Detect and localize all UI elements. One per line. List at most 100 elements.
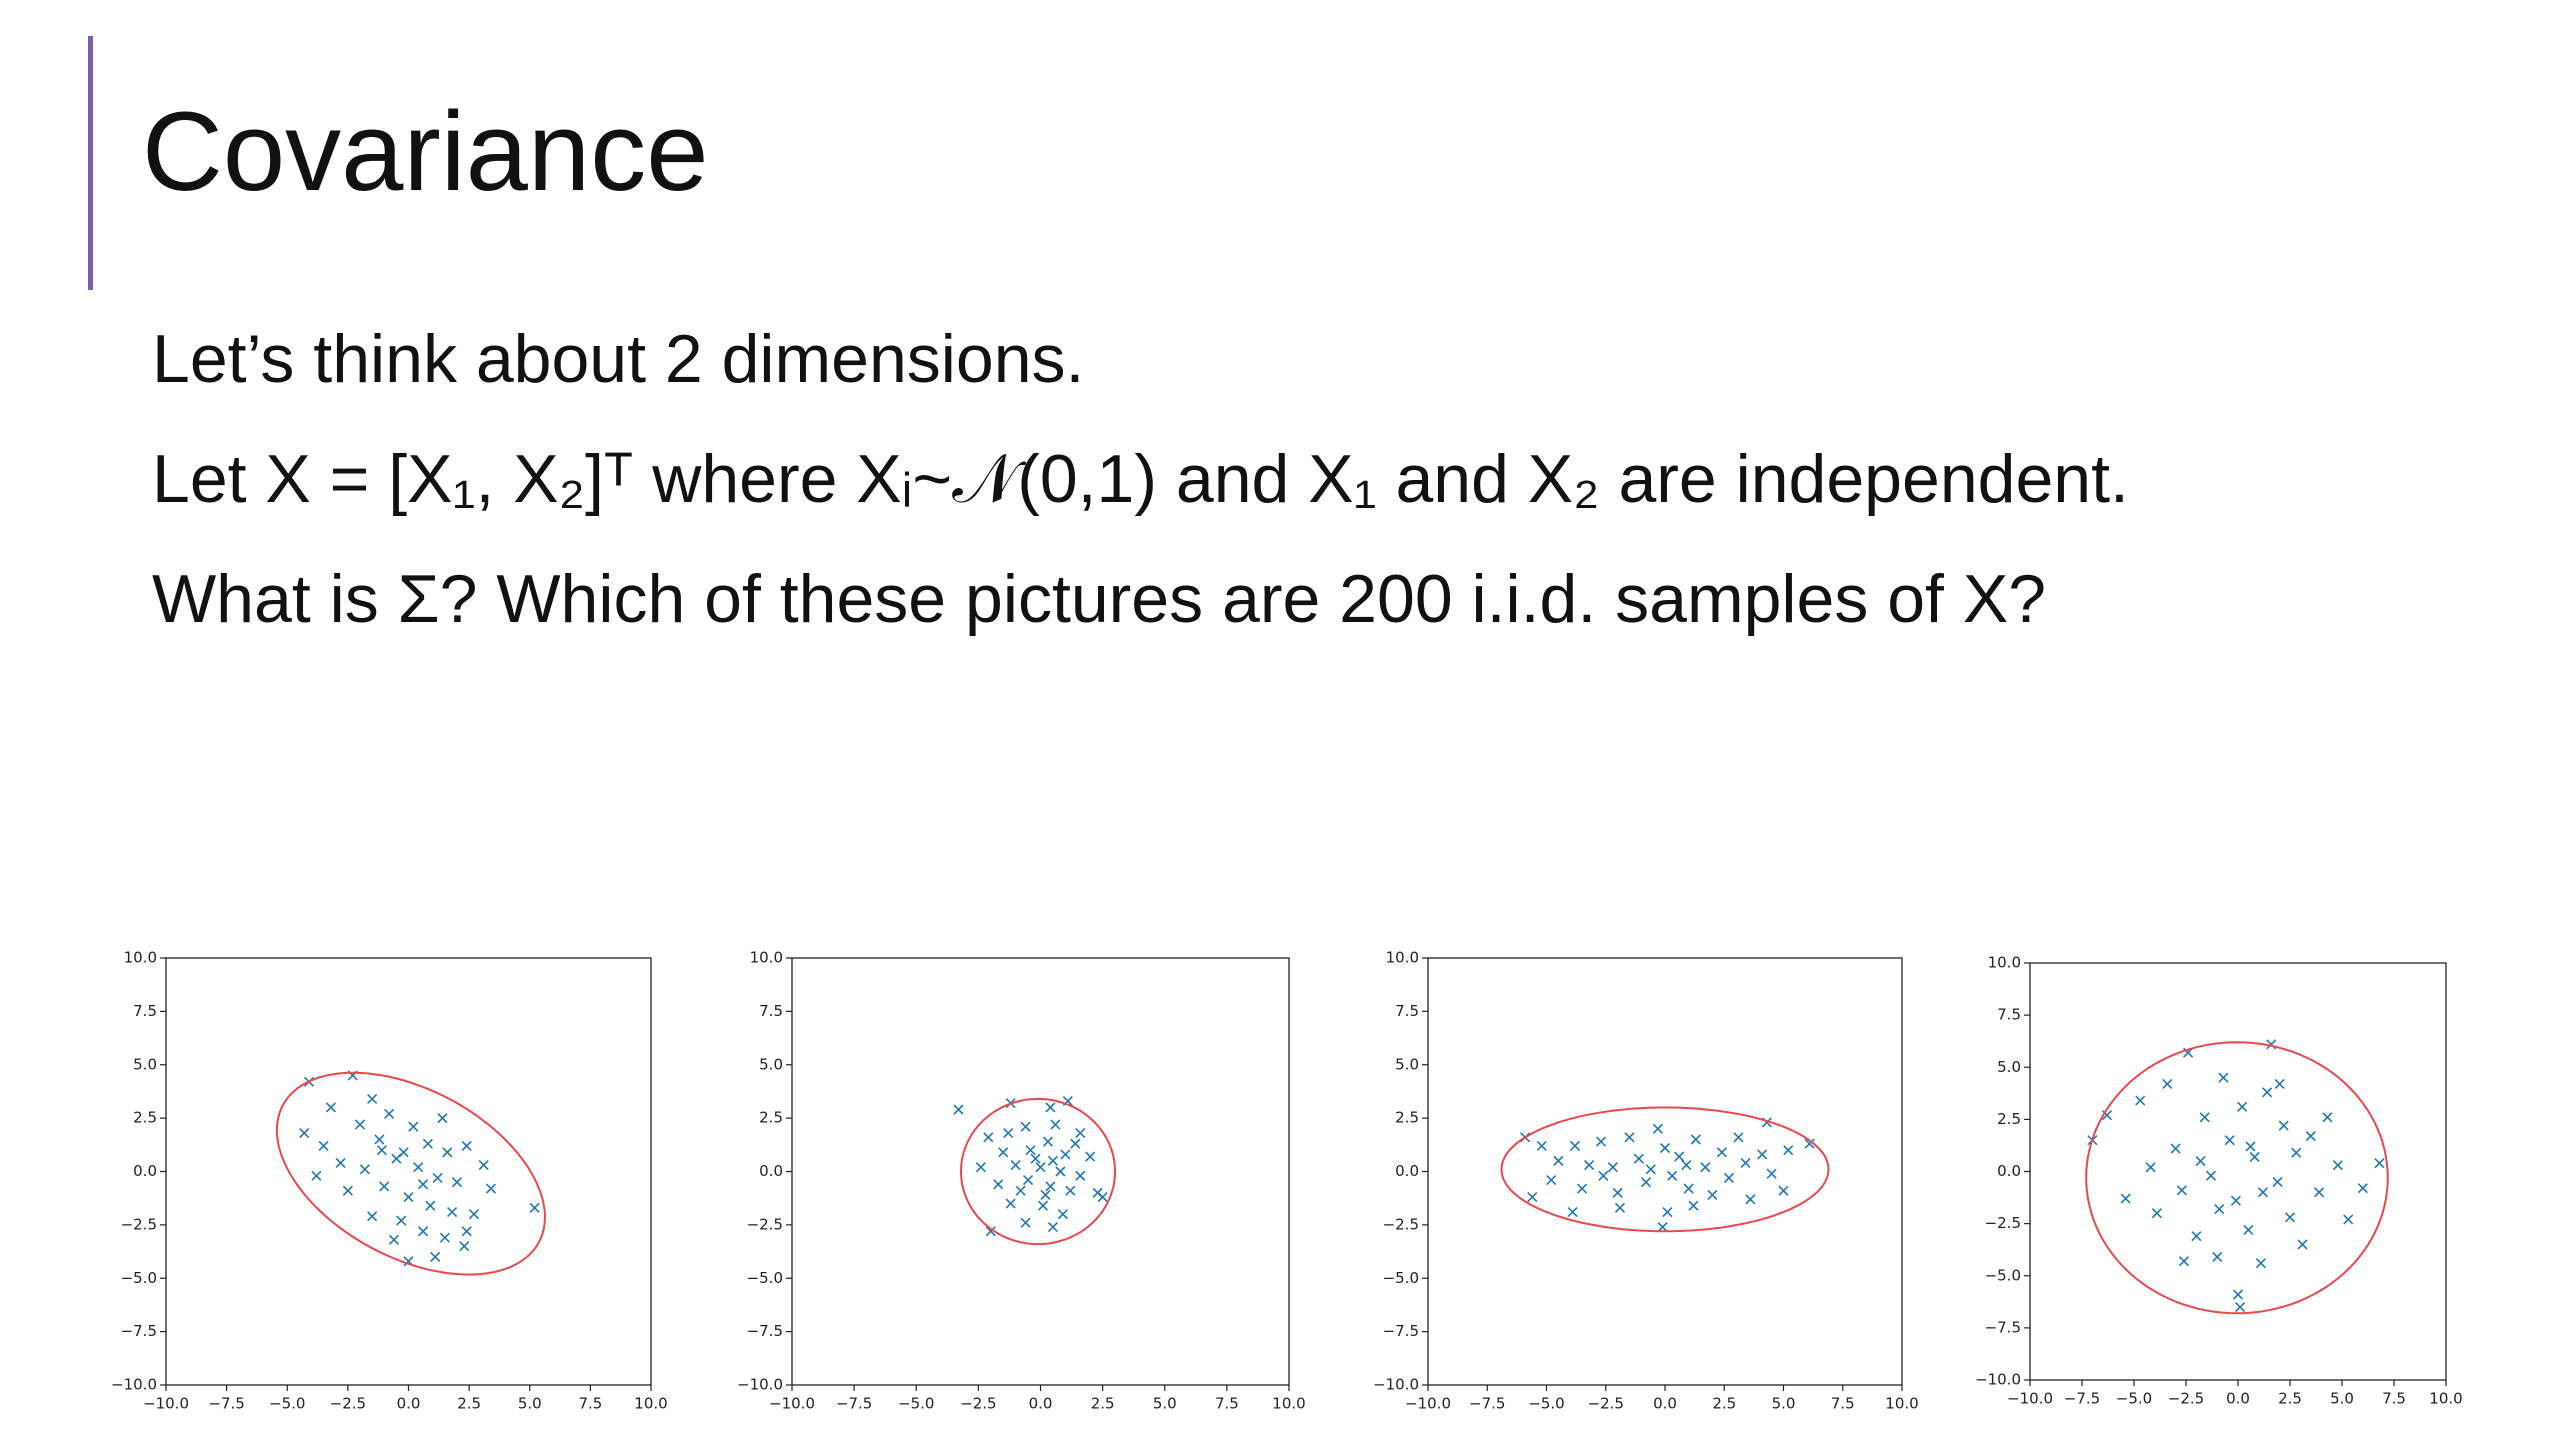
scatter-point bbox=[1003, 1128, 1014, 1139]
scatter-point bbox=[1020, 1217, 1031, 1228]
scatter-point bbox=[1055, 1166, 1066, 1177]
scatter-point bbox=[437, 1113, 448, 1124]
y-tick-label: 5.0 bbox=[1997, 1058, 2021, 1076]
scatter-point bbox=[1733, 1132, 1744, 1143]
scatter-point bbox=[422, 1138, 433, 1149]
scatter-point bbox=[1662, 1206, 1673, 1218]
x-tick-label: −5.0 bbox=[269, 1395, 305, 1413]
x-tick-label: −2.5 bbox=[330, 1395, 366, 1413]
scatter-point bbox=[461, 1226, 472, 1237]
scatter-point bbox=[1097, 1192, 1108, 1203]
scatter-point bbox=[1023, 1174, 1034, 1186]
x-tick-label: −10.0 bbox=[769, 1395, 815, 1413]
scatter-point bbox=[388, 1234, 400, 1245]
scatter-point bbox=[359, 1164, 370, 1175]
x-tick-label: 2.5 bbox=[1091, 1395, 1115, 1413]
scatter-point bbox=[2176, 1185, 2187, 1196]
scatter-point bbox=[2314, 1187, 2325, 1198]
y-tick-label: 7.5 bbox=[1997, 1006, 2021, 1024]
x-tick-label: 5.0 bbox=[1772, 1395, 1796, 1413]
y-tick-label: −10.0 bbox=[737, 1376, 783, 1394]
x-tick-label: 5.0 bbox=[2330, 1390, 2354, 1408]
x-tick-label: −10.0 bbox=[1405, 1395, 1451, 1413]
y-tick-label: −7.5 bbox=[121, 1322, 157, 1340]
y-tick-label: −7.5 bbox=[747, 1322, 783, 1340]
x-tick-label: −7.5 bbox=[208, 1395, 244, 1413]
y-tick-label: 10.0 bbox=[1988, 954, 2021, 972]
y-tick-label: 5.0 bbox=[759, 1055, 783, 1073]
covariance-ellipse bbox=[959, 1097, 1117, 1246]
y-tick-label: −7.5 bbox=[1383, 1322, 1419, 1340]
scatter-point bbox=[2291, 1147, 2302, 1158]
scatter-point bbox=[2195, 1156, 2206, 1167]
scatter-point bbox=[2257, 1187, 2269, 1198]
scatter-point bbox=[2214, 1203, 2225, 1215]
scatter-point bbox=[325, 1102, 336, 1113]
scatter-point bbox=[1584, 1160, 1595, 1171]
scatter-point bbox=[2212, 1251, 2223, 1263]
scatter-point bbox=[2284, 1212, 2296, 1223]
y-tick-label: −2.5 bbox=[121, 1215, 157, 1233]
scatter-point bbox=[468, 1209, 480, 1220]
y-tick-label: −5.0 bbox=[121, 1269, 157, 1287]
scatter-point bbox=[1010, 1160, 1021, 1171]
scatter-point bbox=[2199, 1112, 2210, 1123]
scatter-point bbox=[1659, 1142, 1671, 1154]
scatter-point bbox=[2232, 1289, 2244, 1300]
y-tick-label: 5.0 bbox=[133, 1055, 157, 1073]
scatter-point bbox=[1757, 1149, 1768, 1160]
scatter-point bbox=[2262, 1087, 2273, 1098]
scatter-point bbox=[417, 1226, 429, 1237]
scatter-point bbox=[1652, 1123, 1663, 1134]
scatter-point bbox=[2249, 1151, 2260, 1162]
scatter-point bbox=[1640, 1177, 1652, 1188]
scatter-point bbox=[1042, 1136, 1054, 1147]
scatter-point bbox=[367, 1093, 378, 1104]
x-tick-label: −2.5 bbox=[1588, 1395, 1624, 1413]
scatter-point bbox=[2332, 1160, 2343, 1171]
x-tick-label: −7.5 bbox=[836, 1395, 872, 1413]
y-tick-label: 7.5 bbox=[1395, 1002, 1419, 1020]
x-tick-label: 7.5 bbox=[2382, 1390, 2406, 1408]
scatter-point bbox=[2343, 1214, 2354, 1225]
scatter-point bbox=[1607, 1162, 1618, 1173]
x-tick-label: 10.0 bbox=[634, 1395, 667, 1413]
scatter-point bbox=[447, 1206, 458, 1218]
y-tick-label: 5.0 bbox=[1395, 1055, 1419, 1073]
scatter-point bbox=[2357, 1183, 2368, 1194]
scatter-point bbox=[2162, 1078, 2173, 1089]
scatter-point bbox=[408, 1121, 419, 1132]
covariance-ellipse bbox=[1500, 1106, 1830, 1233]
scatter-point bbox=[1612, 1187, 1623, 1198]
covariance-ellipse bbox=[2085, 1041, 2389, 1315]
scatter-point bbox=[398, 1147, 409, 1158]
y-tick-label: 0.0 bbox=[759, 1162, 783, 1180]
scatter-point bbox=[1050, 1119, 1061, 1130]
scatter-point bbox=[2230, 1195, 2241, 1206]
x-tick-label: −10.0 bbox=[143, 1395, 189, 1413]
scatter-point bbox=[2205, 1170, 2217, 1181]
scatter-point bbox=[485, 1183, 497, 1194]
y-tick-label: −5.0 bbox=[1985, 1266, 2021, 1284]
scatter-point bbox=[1020, 1121, 1031, 1132]
scatter-point bbox=[379, 1181, 390, 1192]
x-tick-label: −5.0 bbox=[2116, 1390, 2152, 1408]
body-line: What is Σ? Which of these pictures are 2… bbox=[152, 561, 2046, 637]
scatter-point bbox=[1085, 1151, 1096, 1162]
scatter-point bbox=[1614, 1202, 1626, 1213]
accent-bar bbox=[88, 36, 93, 290]
y-tick-label: 2.5 bbox=[759, 1109, 783, 1127]
scatter-point bbox=[1657, 1221, 1668, 1233]
scatter-point bbox=[1700, 1162, 1711, 1173]
scatter-point bbox=[1681, 1160, 1692, 1171]
scatter-point bbox=[1060, 1149, 1071, 1160]
y-tick-label: −2.5 bbox=[1383, 1215, 1419, 1233]
scatter-point bbox=[432, 1172, 443, 1183]
scatter-point bbox=[459, 1241, 470, 1252]
x-tick-label: 7.5 bbox=[1215, 1395, 1239, 1413]
x-tick-label: −5.0 bbox=[898, 1395, 934, 1413]
scatter-point bbox=[2255, 1258, 2266, 1269]
x-tick-label: 10.0 bbox=[2429, 1390, 2462, 1408]
scatter-point bbox=[1527, 1192, 1538, 1203]
